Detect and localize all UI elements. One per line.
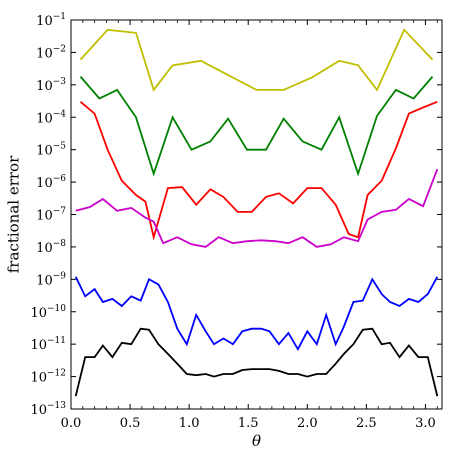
x-tick-label: 1.0 [179,416,200,431]
y-tick-label: 10−5 [36,142,66,159]
series-line-5 [74,276,439,352]
y-tick-label: 10−9 [36,271,66,288]
y-tick-label: 10−2 [36,44,66,61]
series-line-2 [79,76,434,177]
y-tick-label: 10−6 [36,174,66,191]
series-line-4 [75,168,439,248]
x-tick-label: 2.5 [356,416,377,431]
x-tick-label: 3.0 [415,416,436,431]
y-tick-label: 10−11 [30,336,66,353]
x-axis-label: θ [252,432,261,450]
y-tick-label: 10−10 [30,304,66,321]
x-tick-label: 1.5 [238,416,259,431]
x-tick-label: 0.0 [61,416,82,431]
series-line-3 [79,100,438,241]
series-layer [74,28,439,397]
x-tick-label: 2.0 [297,416,318,431]
y-tick-label: 10−12 [30,369,66,386]
x-tick-label: 0.5 [120,416,141,431]
plot-frame [70,19,443,410]
y-tick-label: 10−4 [36,109,66,126]
ticks-layer: 0.0 0.5 1.0 1.5 2.0 2.5 3.0 10−13 10−12 10−11 10−1… [30,12,442,431]
y-tick-label: 10−1 [36,12,66,29]
y-tick-label: 10−7 [36,207,66,224]
y-tick-label: 10−13 [30,401,66,418]
y-tick-label: 10−8 [36,239,66,256]
y-axis-label: fractional error [4,155,22,273]
series-line-1 [79,28,434,92]
y-tick-label: 10−3 [36,77,66,94]
series-line-6 [74,327,439,397]
